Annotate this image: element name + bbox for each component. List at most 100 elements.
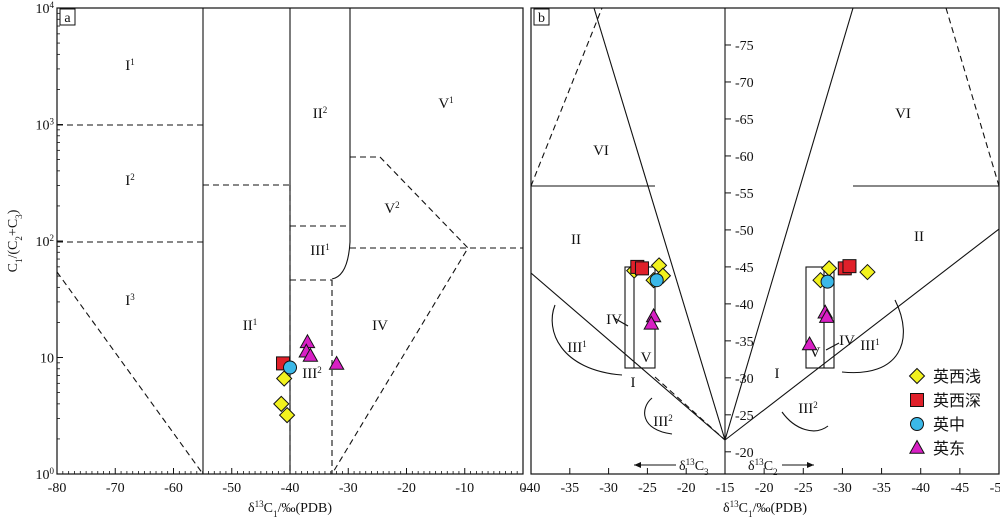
panel-a-x-tick-label: -80 — [48, 481, 67, 496]
legend-marker-circle — [910, 417, 924, 431]
panel-a-region-label: II2 — [313, 105, 328, 122]
panel-a-y-axis-title: C1/(C2+C3) — [6, 209, 24, 272]
panel-b-region-label: IV — [606, 312, 622, 328]
c2-direction-label: δ13C2 — [748, 457, 778, 477]
panel-b-region-label: II — [571, 232, 581, 248]
panel-a-region-label: I2 — [125, 172, 135, 189]
panel-b-c3-point-triangle — [643, 315, 660, 330]
panel-b-region-lines — [531, 8, 999, 441]
panel-a-x-tick-label: -50 — [222, 481, 241, 496]
panel-a-point-diamond — [273, 395, 290, 413]
panel-b-c2-point-square — [842, 259, 857, 274]
panel-a-point-triangle — [328, 355, 345, 370]
panel-a-y-tick-label: 10 — [40, 352, 54, 367]
panel-b-data-points — [626, 257, 876, 351]
panel-b-y-tick-label: -35 — [735, 335, 754, 350]
panel-a: I1 I2 I3 II1 II2 III1 III2 IV V1 V2 -80 -70 -60 -50 -… — [6, 0, 527, 518]
panel-a-region-lines — [57, 8, 523, 474]
panel-b-x-tick-label: -45 — [951, 481, 970, 496]
panel-a-point-circle — [283, 360, 297, 375]
legend-label: 英西浅 — [933, 368, 981, 386]
panel-b-letter: b — [538, 11, 545, 26]
panel-b-x-tick-label: -40 — [522, 481, 541, 496]
panel-b-x-axis-title: δ13C1/‰(PDB) — [723, 499, 807, 518]
panel-b-c2-point-triangle — [801, 336, 818, 351]
panel-b-y-tick-label: -70 — [735, 76, 754, 91]
panel-a-region-label: I3 — [125, 292, 135, 309]
legend-label: 英东 — [933, 440, 965, 458]
panel-a-x-tick-label: -40 — [281, 481, 300, 496]
panel-b-y-tick-label: -40 — [735, 298, 754, 313]
panel-b-x-tick-label: -30 — [599, 481, 618, 496]
panel-a-point-triangle — [302, 347, 319, 362]
panel-b-region-label: I — [631, 375, 636, 391]
panel-b-letter-box — [533, 8, 550, 26]
panel-b-c2-point-diamond — [859, 263, 876, 281]
panel-b-region-label: V — [641, 350, 652, 366]
panel-a-region-label: V2 — [384, 200, 399, 217]
panel-b-y-tick-label: -25 — [735, 409, 754, 424]
panel-b-axes: -40 -35 -30 -25 -20 -15 -20 -25 -30 -35 -40 -45 -50 -… — [522, 39, 1000, 496]
panel-a-letter: a — [64, 11, 71, 26]
panel-b-x-tick-label: -30 — [833, 481, 852, 496]
panel-b-c2-point-circle — [820, 274, 835, 289]
panel-a-x-tick-label: -70 — [106, 481, 125, 496]
panel-b-x-tick-label: -15 — [716, 481, 735, 496]
panel-b-region-label: I — [775, 366, 780, 382]
legend-label: 英中 — [933, 416, 965, 434]
panel-a-x-axis-title: δ13C1/‰(PDB) — [248, 499, 332, 518]
panel-b-region-label: III1 — [567, 339, 587, 356]
panel-b-x-tick-label: -25 — [638, 481, 657, 496]
panel-a-letter-box — [59, 8, 76, 26]
panel-a-region-label: III1 — [310, 242, 330, 259]
panel-a-region-label: III2 — [302, 365, 322, 382]
panel-b-region-label: III1 — [860, 337, 880, 354]
panel-a-point-diamond — [275, 370, 293, 387]
panel-b-region-label: VI — [593, 143, 609, 159]
panel-b-c2-point-triangle — [818, 308, 835, 323]
panel-a-region-label: IV — [372, 318, 388, 334]
panel-b-region-label: III2 — [653, 413, 673, 430]
c3-direction-label: δ13C3 — [679, 457, 709, 477]
legend-label: 英西深 — [933, 392, 981, 410]
panel-a-x-tick-label: -10 — [455, 481, 474, 496]
legend-marker-square — [910, 393, 924, 407]
legend-marker-triangle — [909, 439, 925, 454]
panel-a-region-labels: I1 I2 I3 II1 II2 III1 III2 IV V1 V2 — [125, 57, 453, 382]
panel-a-x-tick-label: -30 — [339, 481, 358, 496]
panel-a-region-label: V1 — [438, 95, 453, 112]
panel-a-region-label: I1 — [125, 57, 135, 74]
panel-a-x-tick-label: -60 — [164, 481, 183, 496]
panel-b-x-tick-label: -20 — [755, 481, 774, 496]
panel-a-data-points — [273, 333, 345, 424]
panel-b-y-tick-label: -55 — [735, 187, 754, 202]
panel-a-y-tick-label: 104 — [36, 0, 55, 17]
panel-b-y-tick-label: -65 — [735, 113, 754, 128]
panel-b-c3-point-circle — [649, 273, 664, 288]
panel-b-y-tick-label: -50 — [735, 224, 754, 239]
panel-a-y-tick-label: 100 — [36, 466, 55, 483]
panel-b-y-tick-label: -60 — [735, 150, 754, 165]
panel-a-region-label: II1 — [243, 317, 258, 334]
panel-a-y-tick-label: 102 — [36, 233, 55, 250]
panel-a-point-diamond — [278, 406, 296, 424]
panel-b-y-tick-label: -20 — [735, 446, 754, 461]
panel-b-frame — [530, 7, 1000, 475]
panel-b-y-tick-label: -75 — [735, 39, 754, 54]
panel-a-y-tick-label: 103 — [36, 117, 55, 134]
panel-b-region-label: VI — [895, 106, 911, 122]
panel-b-y-tick-label: -45 — [735, 261, 754, 276]
panel-b-region-label: V — [810, 345, 821, 361]
panel-b-region-label: II — [914, 229, 924, 245]
panel-b-y-tick-label: -30 — [735, 372, 754, 387]
panel-a-x-tick-label: -20 — [397, 481, 416, 496]
panel-b-x-tick-label: -25 — [794, 481, 813, 496]
panel-b-x-tick-label: -35 — [560, 481, 579, 496]
panel-b-c3-point-square — [634, 261, 649, 276]
panel-b-x-tick-label: -50 — [990, 481, 1000, 496]
legend-marker-diamond — [908, 367, 926, 385]
